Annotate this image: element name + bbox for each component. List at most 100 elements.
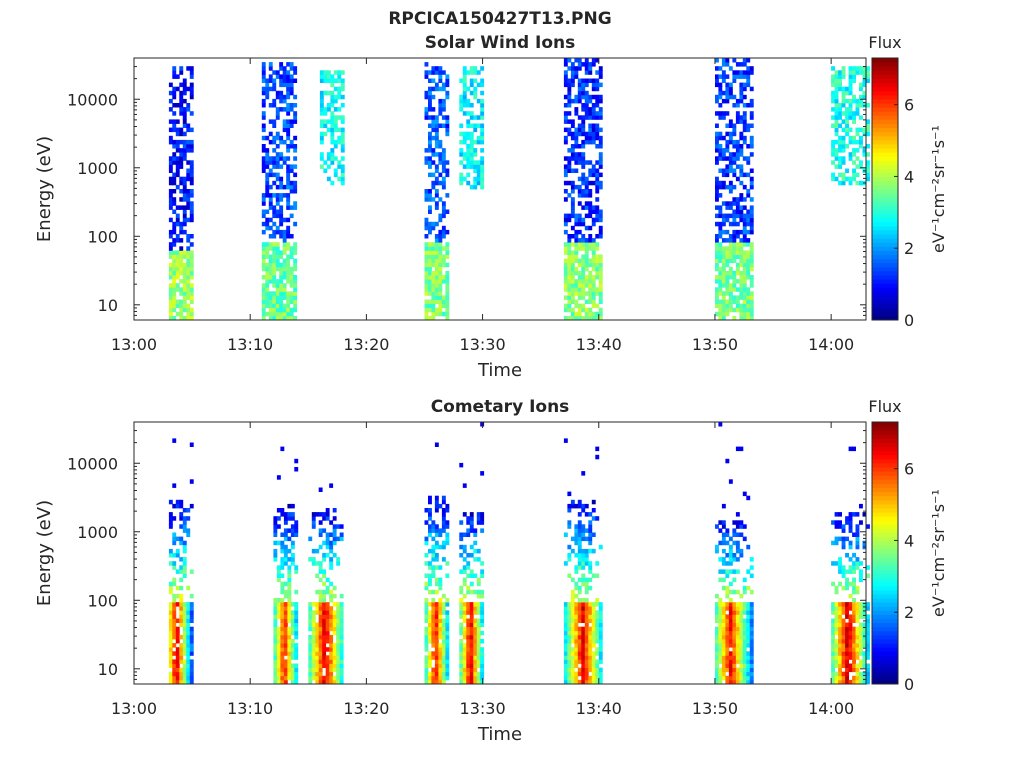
heatmap-cell: [282, 184, 287, 190]
heatmap-cell: [445, 127, 450, 133]
heatmap-cell: [574, 536, 579, 542]
heatmap-cell: [574, 569, 579, 574]
heatmap-cell: [179, 238, 184, 243]
heatmap-cell: [265, 135, 270, 141]
heatmap-cell: [866, 614, 870, 619]
heatmap-cell: [280, 589, 285, 595]
heatmap-cell: [718, 606, 723, 611]
heatmap-cell: [838, 663, 842, 668]
heatmap-cell: [462, 663, 467, 668]
heatmap-cell: [294, 610, 299, 615]
heatmap-cell: [276, 675, 281, 681]
heatmap-cell: [308, 614, 313, 619]
heatmap-cell: [718, 291, 723, 296]
heatmap-cell: [428, 614, 432, 619]
heatmap-cell: [728, 634, 733, 640]
heatmap-cell: [175, 119, 180, 124]
heatmap-cell: [574, 279, 579, 284]
heatmap-cell: [570, 209, 575, 214]
heatmap-cell: [732, 250, 737, 255]
heatmap-cell: [728, 86, 733, 92]
heatmap-cell: [735, 446, 740, 452]
heatmap-cell: [735, 520, 740, 525]
heatmap-cell: [332, 618, 337, 623]
heatmap-cell: [337, 176, 342, 182]
heatmap-cell: [445, 667, 450, 673]
heatmap-cell: [581, 238, 586, 243]
heatmap-cell: [715, 602, 719, 607]
heatmap-cell: [718, 270, 723, 276]
heatmap-cell: [859, 127, 863, 133]
heatmap-cell: [424, 148, 429, 153]
heatmap-cell: [319, 98, 324, 104]
heatmap-cell: [749, 111, 754, 116]
heatmap-cell: [852, 148, 856, 153]
heatmap-cell: [563, 532, 568, 537]
heatmap-cell: [574, 250, 579, 255]
heatmap-cell: [715, 66, 719, 71]
heatmap-cell: [168, 585, 173, 591]
heatmap-cell: [275, 160, 280, 165]
heatmap-cell: [721, 630, 726, 636]
colorbar-segment: [872, 299, 898, 305]
heatmap-cell: [340, 144, 345, 149]
heatmap-cell: [323, 107, 328, 112]
heatmap-cell: [265, 225, 270, 231]
heatmap-cell: [459, 107, 464, 112]
heatmap-cell: [838, 74, 842, 79]
heatmap-cell: [841, 103, 846, 108]
heatmap-cell: [326, 164, 331, 169]
heatmap-cell: [319, 152, 324, 157]
heatmap-cell: [581, 82, 586, 88]
heatmap-cell: [473, 180, 478, 186]
heatmap-cell: [473, 634, 478, 640]
heatmap-cell: [179, 675, 184, 681]
colorbar-segment: [872, 585, 898, 591]
heatmap-cell: [280, 446, 285, 452]
heatmap-cell: [462, 675, 467, 681]
colorbar-segment: [872, 471, 898, 476]
colorbar-segment: [872, 606, 898, 611]
heatmap-cell: [462, 156, 467, 161]
heatmap-cell: [476, 679, 481, 685]
heatmap-cell: [838, 111, 842, 116]
heatmap-cell: [567, 634, 572, 640]
heatmap-cell: [718, 626, 723, 632]
heatmap-cell: [268, 193, 273, 198]
heatmap-cell: [749, 123, 754, 128]
heatmap-cell: [742, 119, 747, 124]
heatmap-cell: [283, 630, 288, 636]
heatmap-cell: [728, 299, 733, 304]
heatmap-cell: [742, 639, 747, 644]
heatmap-cell: [175, 127, 180, 133]
heatmap-cell: [739, 70, 744, 75]
heatmap-cell: [567, 679, 572, 685]
heatmap-cell: [739, 209, 744, 214]
heatmap-cell: [570, 184, 575, 190]
heatmap-cell: [469, 630, 474, 636]
heatmap-cell: [332, 536, 337, 542]
heatmap-cell: [588, 139, 593, 145]
heatmap-cell: [595, 144, 600, 149]
colorbar-segment: [872, 291, 898, 296]
heatmap-cell: [466, 131, 471, 137]
heatmap-cell: [584, 201, 589, 206]
heatmap-cell: [325, 516, 330, 521]
heatmap-cell: [261, 74, 266, 79]
heatmap-cell: [739, 626, 744, 632]
heatmap-cell: [424, 193, 429, 198]
heatmap-cell: [462, 655, 467, 660]
heatmap-cell: [318, 622, 323, 628]
heatmap-cell: [469, 553, 474, 558]
heatmap-cell: [855, 66, 860, 71]
heatmap-cell: [273, 553, 278, 558]
heatmap-cell: [280, 651, 285, 656]
heatmap-cell: [469, 667, 474, 673]
heatmap-cell: [574, 111, 579, 116]
heatmap-cell: [282, 229, 287, 235]
heatmap-cell: [445, 307, 450, 313]
heatmap-cell: [438, 311, 443, 317]
heatmap-cell: [441, 275, 446, 280]
heatmap-cell: [287, 528, 292, 533]
heatmap-cell: [591, 548, 596, 554]
